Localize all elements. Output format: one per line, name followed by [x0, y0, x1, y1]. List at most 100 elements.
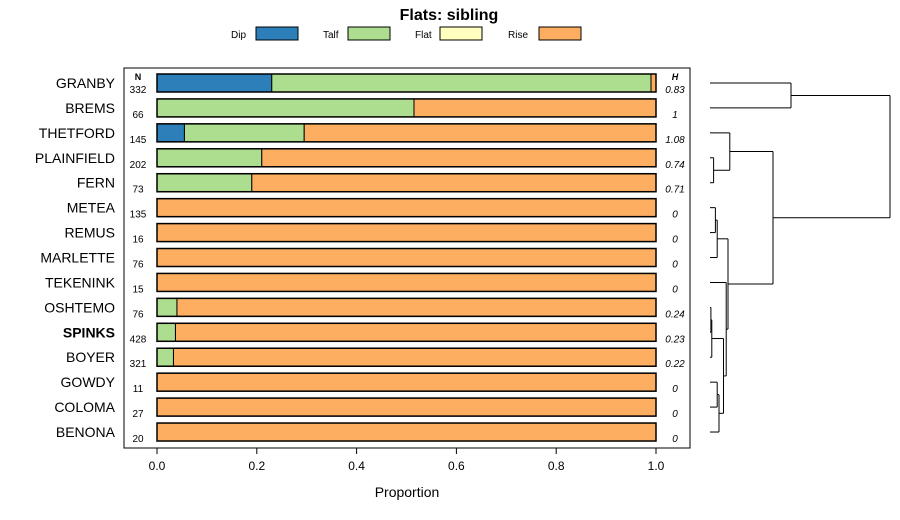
x-tick-label-1: 0.2: [248, 459, 265, 473]
n-column-header: N: [135, 72, 142, 82]
h-value-granby: 0.83: [665, 85, 685, 96]
bar-boyer-talf: [156, 347, 174, 367]
bar-plainfield-rise: [261, 148, 657, 168]
bar-outline-benona: [156, 422, 657, 442]
h-value-oshtemo: 0.24: [665, 309, 685, 320]
category-label-coloma: COLOMA: [54, 399, 115, 415]
h-value-thetford: 1.08: [665, 135, 685, 146]
legend-label-talf: Talf: [323, 30, 339, 41]
x-tick-label-3: 0.6: [448, 459, 465, 473]
bar-coloma-rise: [156, 397, 657, 417]
x-tick-label-5: 1.0: [648, 459, 665, 473]
bar-thetford-dip: [156, 123, 185, 143]
bar-outline-plainfield: [156, 148, 657, 168]
bar-tekenink-rise: [156, 272, 657, 292]
h-column-header: H: [672, 72, 679, 82]
h-value-fern: 0.71: [665, 185, 684, 196]
category-label-fern: FERN: [77, 175, 115, 191]
bar-marlette-rise: [156, 248, 657, 268]
category-label-brems: BREMS: [65, 100, 115, 116]
category-label-remus: REMUS: [64, 225, 115, 241]
bar-outline-spinks: [156, 322, 657, 343]
bar-brems-talf: [156, 98, 415, 118]
n-value-oshtemo: 76: [132, 309, 144, 320]
bar-plainfield-talf: [156, 148, 263, 168]
legend-swatch-rise: [538, 26, 582, 41]
bar-brems-rise: [413, 98, 657, 118]
h-value-tekenink: 0: [672, 284, 678, 295]
bar-gowdy-rise: [156, 372, 657, 392]
n-value-fern: 73: [132, 185, 144, 196]
h-value-boyer: 0.22: [665, 359, 685, 370]
bar-outline-marlette: [156, 247, 657, 268]
n-value-coloma: 27: [132, 409, 144, 420]
bar-outline-thetford: [156, 123, 657, 143]
bar-spinks-rise: [174, 322, 657, 342]
category-label-gowdy: GOWDY: [61, 374, 116, 390]
category-label-marlette: MARLETTE: [40, 250, 115, 266]
category-label-metea: METEA: [67, 200, 116, 216]
bar-spinks-talf: [156, 322, 176, 342]
legend: Dip Talf Flat Rise: [231, 26, 582, 41]
bar-outline-gowdy: [156, 372, 657, 392]
h-value-benona: 0: [672, 434, 678, 445]
bar-fern-rise: [251, 173, 657, 193]
x-tick-label-4: 0.8: [548, 459, 565, 473]
bar-thetford-talf: [183, 123, 305, 143]
h-value-metea: 0: [672, 210, 678, 221]
bar-granby-talf: [271, 73, 652, 93]
chart-title: Flats: sibling: [400, 7, 499, 24]
n-value-tekenink: 15: [132, 284, 144, 295]
n-value-benona: 20: [132, 434, 144, 445]
legend-swatch-dip: [255, 26, 299, 41]
category-label-benona: BENONA: [56, 424, 116, 440]
bar-boyer-rise: [172, 347, 657, 367]
h-value-gowdy: 0: [672, 384, 678, 395]
n-value-plainfield: 202: [130, 160, 147, 171]
bar-outline-boyer: [156, 347, 657, 367]
bar-outline-metea: [156, 197, 657, 218]
n-value-granby: 332: [130, 85, 147, 96]
rows: GRANBY 332 0.83 BREMS 66 1 THETFORD 145 1.08 PLAI…: [35, 73, 685, 445]
bar-outline-coloma: [156, 397, 657, 417]
n-value-boyer: 321: [130, 359, 147, 370]
legend-label-flat: Flat: [415, 30, 432, 41]
legend-label-dip: Dip: [231, 30, 246, 41]
bar-metea-rise: [156, 198, 657, 218]
category-label-thetford: THETFORD: [39, 125, 115, 141]
category-label-plainfield: PLAINFIELD: [35, 150, 115, 166]
bar-outline-brems: [156, 98, 657, 118]
n-value-metea: 135: [130, 210, 147, 221]
bar-outline-remus: [156, 222, 657, 243]
x-axis-label: Proportion: [375, 484, 440, 500]
bar-outline-fern: [156, 172, 657, 193]
bar-oshtemo-talf: [156, 297, 178, 317]
x-tick-label-0: 0.0: [149, 459, 166, 473]
n-value-gowdy: 11: [133, 384, 144, 395]
h-value-brems: 1: [672, 110, 678, 121]
category-label-oshtemo: OSHTEMO: [44, 299, 115, 315]
bar-outline-tekenink: [156, 272, 657, 293]
bar-outline-granby: [156, 73, 657, 93]
bar-thetford-rise: [303, 123, 657, 143]
category-label-boyer: BOYER: [66, 349, 115, 365]
h-value-coloma: 0: [672, 409, 678, 420]
h-value-spinks: 0.23: [665, 334, 685, 345]
legend-swatch-flat: [439, 26, 483, 41]
category-label-spinks: SPINKS: [63, 324, 115, 340]
bar-fern-talf: [156, 173, 253, 193]
bar-granby-dip: [156, 73, 273, 93]
bar-benona-rise: [156, 422, 657, 442]
dendrogram: [710, 82, 891, 433]
plot-panel: [123, 67, 691, 449]
category-label-tekenink: TEKENINK: [45, 274, 116, 290]
n-value-remus: 16: [132, 235, 144, 246]
legend-swatch-talf: [347, 26, 391, 41]
category-label-granby: GRANBY: [56, 75, 116, 91]
x-axis: 0.0 0.2 0.4 0.6 0.8 1.0: [149, 448, 665, 473]
n-value-spinks: 428: [130, 334, 147, 345]
n-value-thetford: 145: [130, 135, 147, 146]
h-value-remus: 0: [672, 235, 678, 246]
legend-label-rise: Rise: [508, 30, 528, 41]
